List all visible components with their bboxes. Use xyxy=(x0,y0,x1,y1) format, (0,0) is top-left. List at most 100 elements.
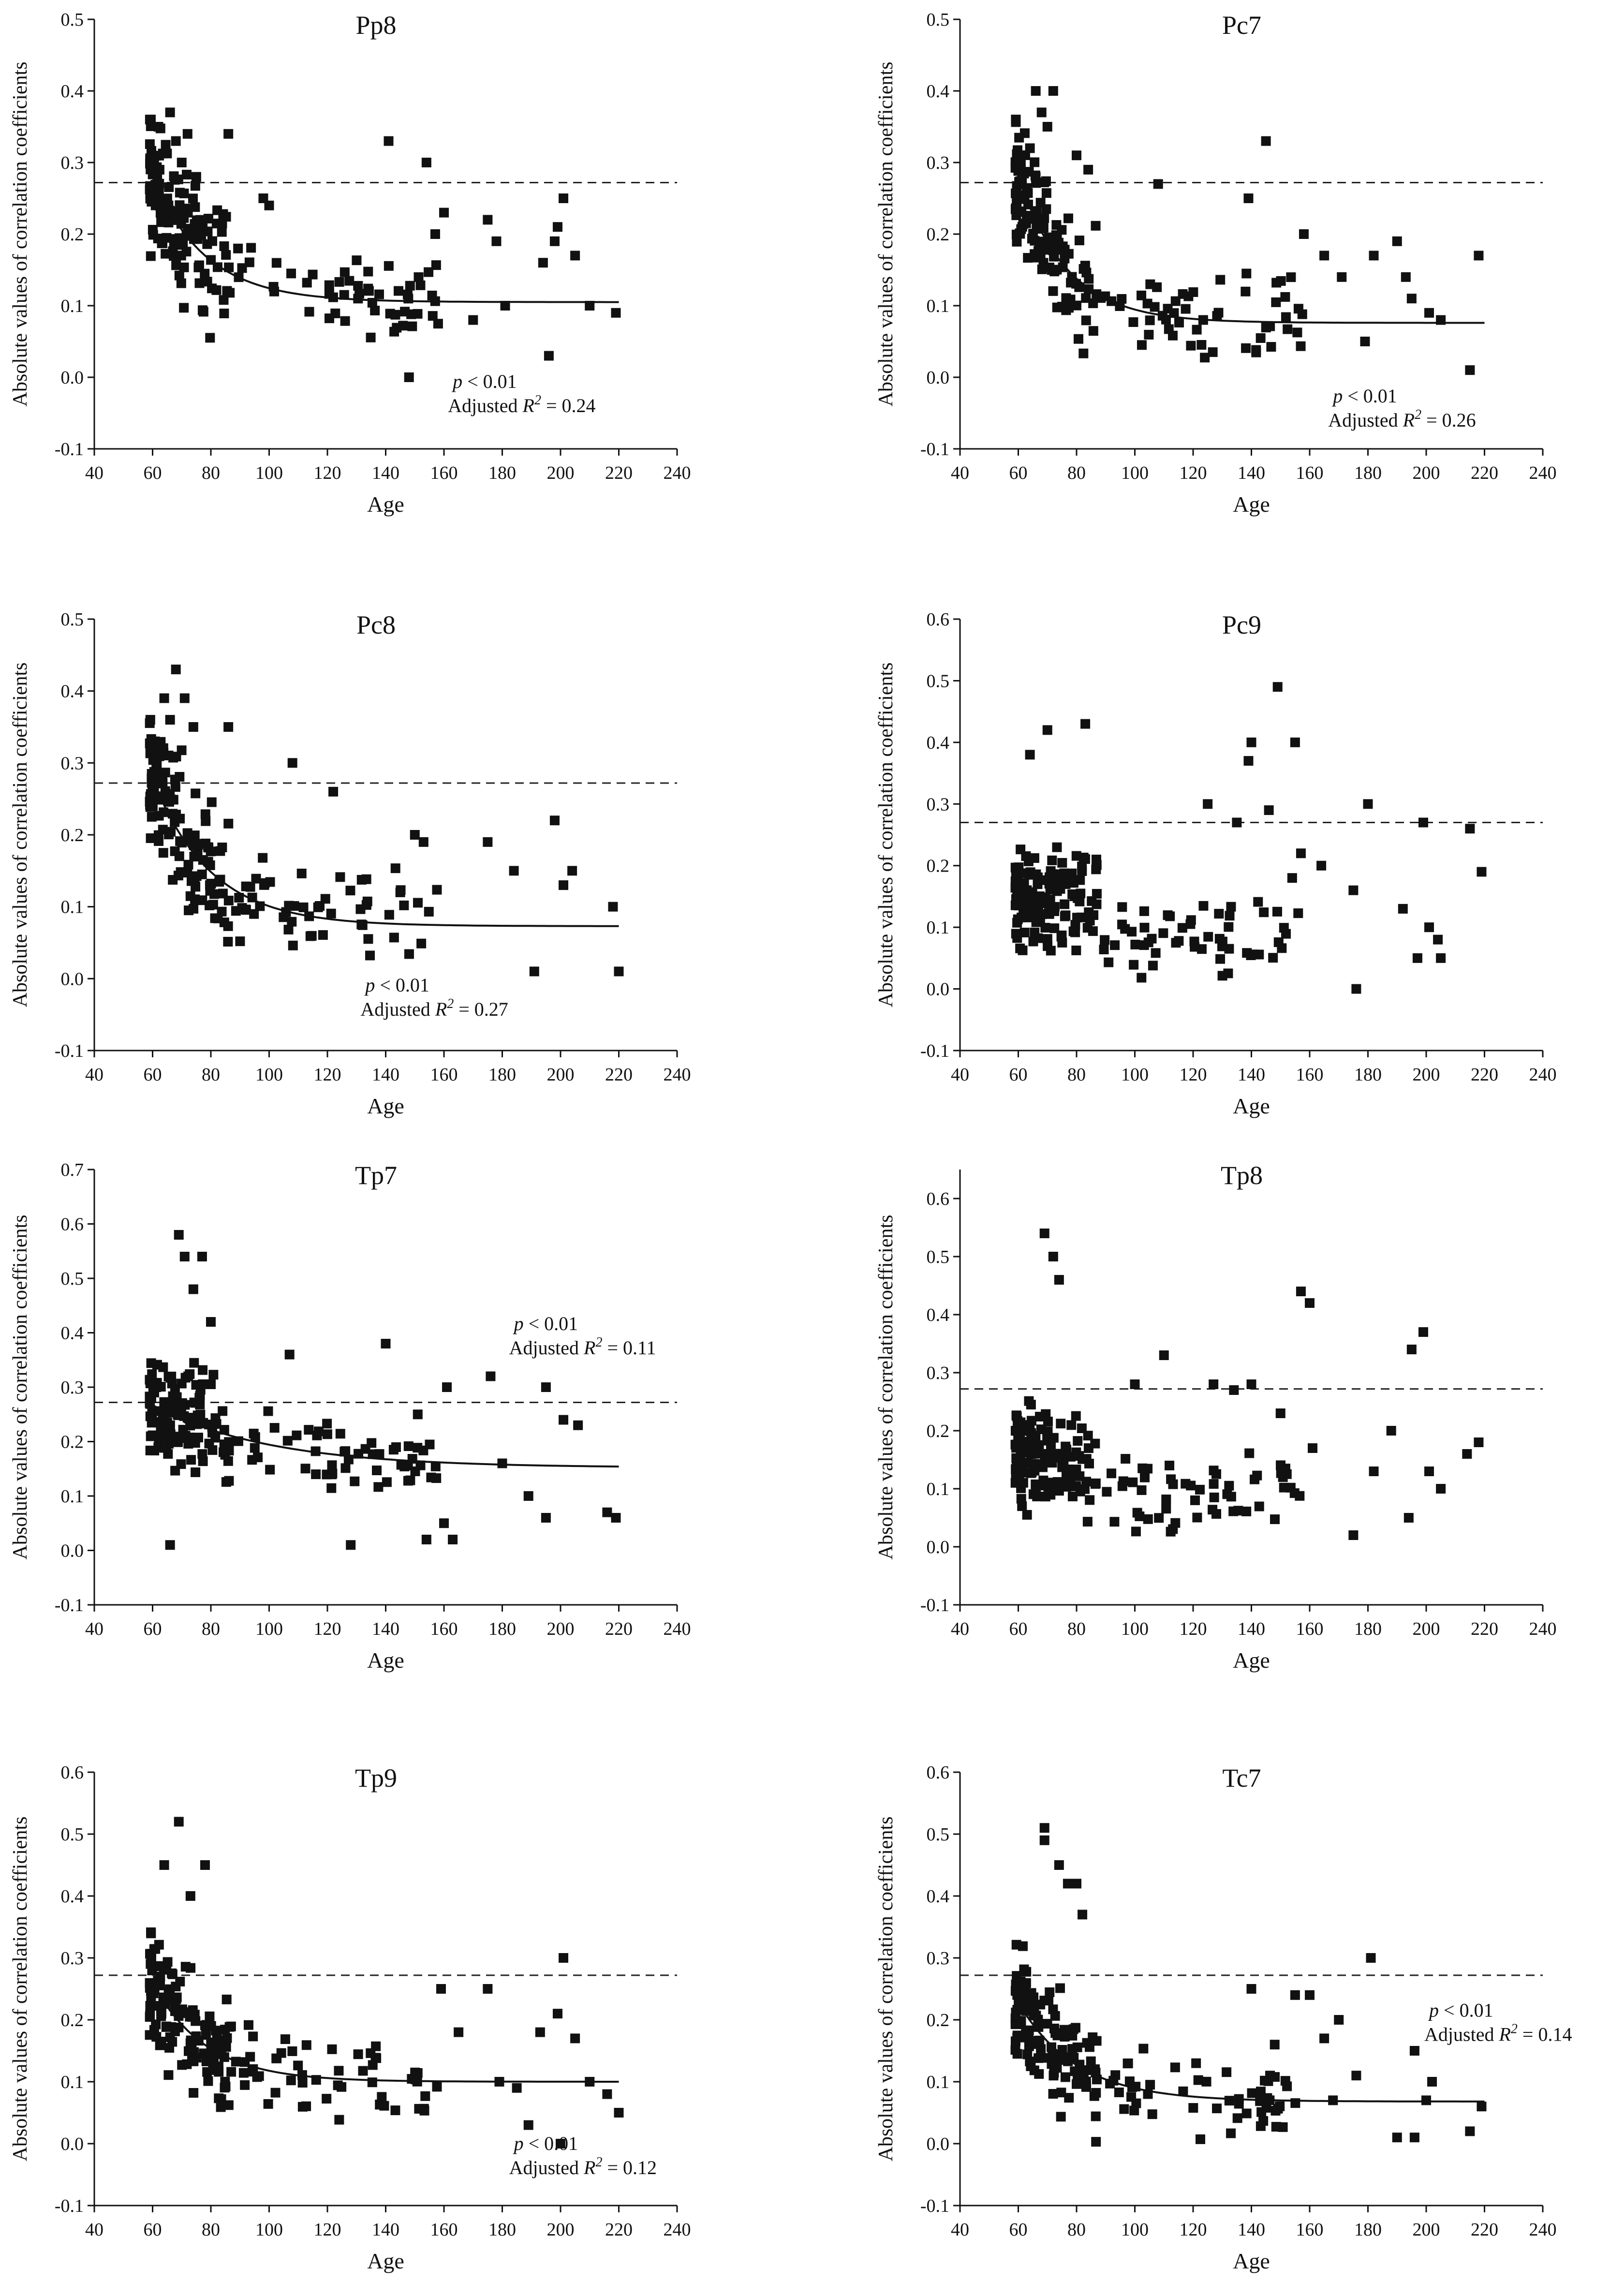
fitted-curve xyxy=(152,1404,619,1468)
data-point xyxy=(1123,2058,1133,2068)
data-point xyxy=(318,930,328,940)
data-point xyxy=(224,1476,234,1486)
data-point xyxy=(431,1473,442,1483)
fitted-curve xyxy=(151,176,619,303)
data-point xyxy=(1014,901,1024,911)
x-tick-label: 220 xyxy=(1471,463,1498,483)
y-tick-label: 0.1 xyxy=(927,1479,950,1499)
data-point xyxy=(330,308,340,318)
data-point xyxy=(161,249,171,259)
data-point xyxy=(1271,2122,1281,2132)
data-point xyxy=(1070,2023,1080,2033)
data-point xyxy=(218,1406,228,1416)
data-point xyxy=(353,2049,363,2059)
y-tick-label: 0.6 xyxy=(61,1763,84,1783)
data-point xyxy=(1283,324,1293,334)
data-point xyxy=(1281,929,1291,939)
data-point xyxy=(337,2082,347,2092)
data-point xyxy=(1276,276,1286,286)
data-point xyxy=(1166,1474,1176,1484)
data-point xyxy=(165,1429,176,1439)
data-point xyxy=(1012,237,1022,247)
x-tick-label: 120 xyxy=(314,1619,341,1639)
data-point xyxy=(163,2070,174,2080)
data-point xyxy=(1255,2096,1265,2106)
data-point xyxy=(146,734,156,744)
data-point xyxy=(240,2080,250,2090)
data-point xyxy=(1041,204,1051,214)
data-point xyxy=(202,2067,212,2077)
data-point xyxy=(168,875,178,885)
data-point xyxy=(1040,922,1050,933)
data-point xyxy=(1050,265,1061,275)
x-tick-label: 220 xyxy=(1471,1065,1498,1085)
data-point xyxy=(308,269,318,280)
data-point xyxy=(1119,2104,1129,2114)
data-point xyxy=(1039,1229,1049,1238)
data-point xyxy=(1186,1481,1196,1491)
data-point xyxy=(430,229,440,239)
data-point xyxy=(1296,848,1306,859)
data-point xyxy=(1319,251,1329,261)
y-tick-label: 0.3 xyxy=(927,794,950,815)
x-tick-label: 40 xyxy=(951,2220,969,2240)
y-tick-label: 0.5 xyxy=(61,609,84,630)
data-point xyxy=(1129,960,1139,970)
data-point xyxy=(1177,923,1187,933)
data-point xyxy=(171,810,181,820)
x-tick-label: 80 xyxy=(202,463,220,483)
data-point xyxy=(159,693,169,703)
data-point xyxy=(1033,879,1043,889)
data-point xyxy=(146,251,156,261)
data-point xyxy=(173,174,183,184)
data-point xyxy=(1192,325,1202,335)
r2-annotation: Adjusted R2 = 0.14 xyxy=(1424,2022,1572,2045)
data-point xyxy=(608,902,618,912)
data-point xyxy=(1022,905,1032,915)
data-point xyxy=(1030,157,1040,167)
data-point xyxy=(1305,1990,1315,2000)
data-point xyxy=(223,818,234,829)
data-point xyxy=(1067,1491,1078,1501)
data-point xyxy=(244,257,254,267)
data-point xyxy=(1012,1416,1022,1426)
x-axis-label: Age xyxy=(1233,2249,1270,2273)
y-tick-label: 0.2 xyxy=(927,2010,950,2030)
r2-annotation: Adjusted R2 = 0.12 xyxy=(509,2155,657,2178)
data-point xyxy=(1073,893,1083,903)
data-point xyxy=(1243,193,1254,203)
data-point xyxy=(541,1382,551,1392)
x-tick-label: 80 xyxy=(202,2220,220,2240)
data-point xyxy=(1052,2030,1063,2041)
data-point xyxy=(1045,883,1055,893)
data-point xyxy=(220,2076,230,2087)
x-tick-label: 240 xyxy=(1529,1065,1557,1085)
data-point xyxy=(1042,934,1052,944)
y-tick-label: 0.6 xyxy=(927,609,950,630)
y-tick-label: 0.6 xyxy=(927,1763,950,1783)
data-point xyxy=(570,2033,580,2044)
data-point xyxy=(1256,2121,1266,2131)
data-point xyxy=(1011,2018,1021,2028)
data-point xyxy=(1117,294,1127,304)
data-point xyxy=(1241,1506,1252,1516)
data-point xyxy=(185,835,195,845)
data-point xyxy=(214,2067,224,2077)
data-point xyxy=(153,1976,163,1986)
data-point xyxy=(165,715,175,725)
data-point xyxy=(1137,290,1147,300)
data-point xyxy=(355,904,366,914)
data-point xyxy=(614,966,624,977)
data-point xyxy=(1056,1419,1066,1429)
x-axis-label: Age xyxy=(367,1648,404,1673)
data-point xyxy=(170,782,180,792)
data-point xyxy=(439,207,449,218)
data-point xyxy=(1019,928,1030,938)
data-point xyxy=(1265,2071,1275,2081)
data-point xyxy=(1351,2071,1361,2081)
data-point xyxy=(188,722,198,732)
data-point xyxy=(1061,910,1071,920)
data-point xyxy=(1049,251,1059,261)
data-point xyxy=(1107,1468,1117,1479)
data-point xyxy=(233,243,243,253)
